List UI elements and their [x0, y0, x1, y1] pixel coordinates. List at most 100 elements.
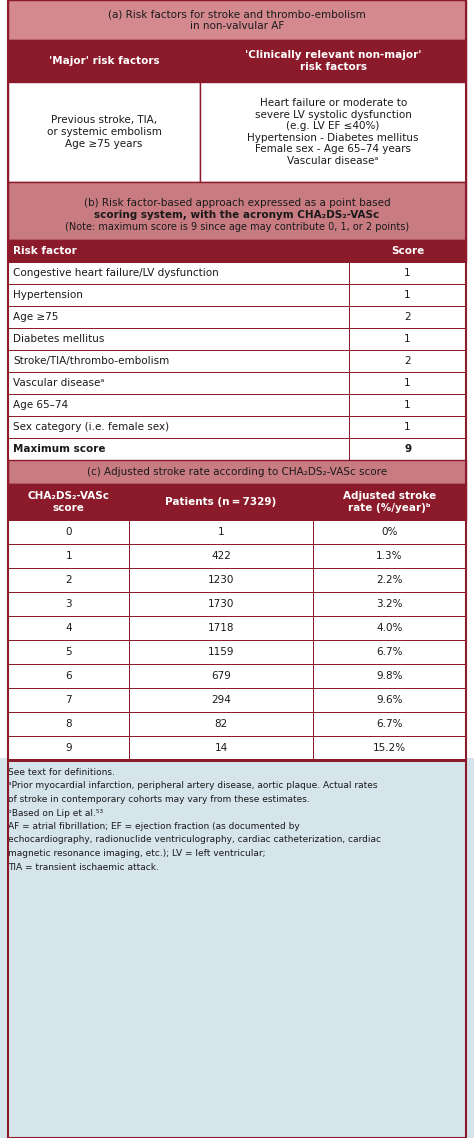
Text: 1: 1: [404, 269, 411, 278]
Bar: [8, 351, 349, 372]
Text: 1: 1: [218, 527, 224, 537]
Bar: [8, 712, 129, 736]
Bar: [349, 394, 466, 417]
Bar: [8, 759, 466, 762]
Text: TIA = transient ischaemic attack.: TIA = transient ischaemic attack.: [8, 863, 159, 872]
Text: Adjusted stroke
rate (%/year)ᵇ: Adjusted stroke rate (%/year)ᵇ: [343, 492, 436, 513]
Bar: [129, 568, 312, 592]
Bar: [349, 372, 466, 394]
Text: 5: 5: [65, 648, 72, 657]
Text: AF = atrial fibrillation; EF = ejection fraction (as documented by: AF = atrial fibrillation; EF = ejection …: [8, 822, 300, 831]
Bar: [8, 372, 349, 394]
Text: (b) Risk factor-based approach expressed as a point based: (b) Risk factor-based approach expressed…: [84, 198, 390, 208]
Text: Risk factor: Risk factor: [13, 246, 77, 256]
Text: 2: 2: [404, 356, 411, 366]
Bar: [349, 240, 466, 262]
Text: 2: 2: [404, 312, 411, 322]
Text: 1.3%: 1.3%: [376, 551, 402, 561]
Bar: [8, 394, 349, 417]
Text: 1: 1: [404, 399, 411, 410]
Bar: [129, 544, 312, 568]
Bar: [8, 438, 349, 460]
Text: 1159: 1159: [208, 648, 234, 657]
Bar: [349, 438, 466, 460]
Bar: [8, 544, 129, 568]
Bar: [129, 712, 312, 736]
Bar: [312, 568, 466, 592]
Text: 294: 294: [211, 695, 231, 706]
Bar: [8, 568, 129, 592]
Bar: [312, 640, 466, 663]
Text: 9.6%: 9.6%: [376, 695, 402, 706]
Bar: [349, 262, 466, 284]
Bar: [312, 736, 466, 760]
Bar: [129, 688, 312, 712]
Text: Heart failure or moderate to
severe LV systolic dysfunction
(e.g. LV EF ≤40%)
Hy: Heart failure or moderate to severe LV s…: [247, 98, 419, 166]
Bar: [8, 616, 129, 640]
Text: 1: 1: [404, 333, 411, 344]
Bar: [312, 484, 466, 520]
Bar: [129, 616, 312, 640]
Text: 4.0%: 4.0%: [376, 622, 402, 633]
Text: Sex category (i.e. female sex): Sex category (i.e. female sex): [13, 422, 169, 432]
Text: 1: 1: [404, 422, 411, 432]
Bar: [8, 663, 129, 688]
Text: 422: 422: [211, 551, 231, 561]
Text: 6: 6: [65, 671, 72, 681]
Bar: [312, 520, 466, 544]
Text: 0: 0: [65, 527, 72, 537]
Text: 679: 679: [211, 671, 231, 681]
Text: Age ≥75: Age ≥75: [13, 312, 58, 322]
Bar: [8, 417, 349, 438]
Bar: [8, 640, 129, 663]
Text: Vascular diseaseᵃ: Vascular diseaseᵃ: [13, 378, 104, 388]
Text: Hypertension: Hypertension: [13, 290, 83, 300]
Text: 3: 3: [65, 599, 72, 609]
Bar: [349, 306, 466, 328]
Bar: [129, 484, 312, 520]
Bar: [8, 182, 466, 240]
Text: 1718: 1718: [208, 622, 234, 633]
Text: 1: 1: [404, 378, 411, 388]
Text: 82: 82: [214, 719, 228, 729]
Text: See text for definitions.: See text for definitions.: [8, 768, 115, 777]
Bar: [8, 460, 466, 484]
Bar: [129, 640, 312, 663]
Text: 4: 4: [65, 622, 72, 633]
Bar: [8, 262, 349, 284]
Text: 3.2%: 3.2%: [376, 599, 402, 609]
Text: scoring system, with the acronym CHA₂DS₂-VASc: scoring system, with the acronym CHA₂DS₂…: [94, 211, 380, 220]
Bar: [312, 616, 466, 640]
Text: 2: 2: [65, 575, 72, 585]
Bar: [129, 592, 312, 616]
Bar: [8, 40, 201, 82]
Text: Stroke/TIA/thrombo-embolism: Stroke/TIA/thrombo-embolism: [13, 356, 169, 366]
Bar: [129, 736, 312, 760]
Bar: [312, 544, 466, 568]
Text: CHA₂DS₂-VASc
score: CHA₂DS₂-VASc score: [27, 492, 109, 513]
Text: Score: Score: [391, 246, 424, 256]
Bar: [0, 758, 474, 1138]
Text: 9: 9: [404, 444, 411, 454]
Bar: [349, 328, 466, 351]
Text: 8: 8: [65, 719, 72, 729]
Bar: [8, 328, 349, 351]
Text: of stroke in contemporary cohorts may vary from these estimates.: of stroke in contemporary cohorts may va…: [8, 795, 310, 805]
Bar: [349, 417, 466, 438]
Bar: [312, 688, 466, 712]
Text: ᵇBased on Lip et al.⁵³: ᵇBased on Lip et al.⁵³: [8, 808, 103, 817]
Text: Diabetes mellitus: Diabetes mellitus: [13, 333, 104, 344]
Text: 'Clinically relevant non-major'
risk factors: 'Clinically relevant non-major' risk fac…: [245, 50, 421, 72]
Text: 0%: 0%: [381, 527, 398, 537]
Bar: [129, 520, 312, 544]
Bar: [8, 306, 349, 328]
Text: Patients (n = 7329): Patients (n = 7329): [165, 497, 277, 508]
Bar: [129, 663, 312, 688]
Text: Maximum score: Maximum score: [13, 444, 106, 454]
Text: Previous stroke, TIA,
or systemic embolism
Age ≥75 years: Previous stroke, TIA, or systemic emboli…: [47, 115, 162, 149]
Text: 15.2%: 15.2%: [373, 743, 406, 753]
Text: 6.7%: 6.7%: [376, 648, 402, 657]
Bar: [201, 82, 466, 182]
Text: 9: 9: [65, 743, 72, 753]
Bar: [8, 688, 129, 712]
